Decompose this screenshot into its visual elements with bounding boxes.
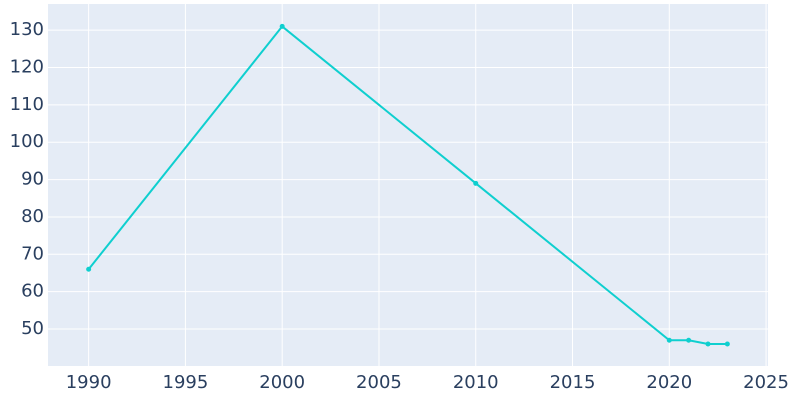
y-tick-label: 60 bbox=[21, 281, 44, 302]
marker bbox=[279, 23, 285, 29]
y-tick-label: 100 bbox=[10, 131, 44, 152]
x-tick-label: 2000 bbox=[259, 372, 305, 393]
marker bbox=[86, 266, 92, 272]
y-tick-label: 50 bbox=[21, 318, 44, 339]
x-tick-label: 1990 bbox=[66, 372, 112, 393]
marker bbox=[686, 337, 692, 343]
y-tick-label: 120 bbox=[10, 57, 44, 78]
marker bbox=[473, 180, 479, 186]
x-tick-label: 2020 bbox=[646, 372, 692, 393]
y-tick-label: 90 bbox=[21, 169, 44, 190]
y-tick-label: 130 bbox=[10, 19, 44, 40]
x-tick-label: 2005 bbox=[356, 372, 402, 393]
y-tick-label: 70 bbox=[21, 243, 44, 264]
x-tick-label: 2015 bbox=[550, 372, 596, 393]
plot-background bbox=[48, 4, 768, 366]
y-tick-label: 110 bbox=[10, 94, 44, 115]
x-tick-label: 2010 bbox=[453, 372, 499, 393]
marker bbox=[705, 341, 711, 347]
marker bbox=[724, 341, 730, 347]
y-tick-label: 80 bbox=[21, 206, 44, 227]
x-tick-label: 1995 bbox=[163, 372, 209, 393]
marker bbox=[666, 337, 672, 343]
x-tick-label: 2025 bbox=[743, 372, 789, 393]
